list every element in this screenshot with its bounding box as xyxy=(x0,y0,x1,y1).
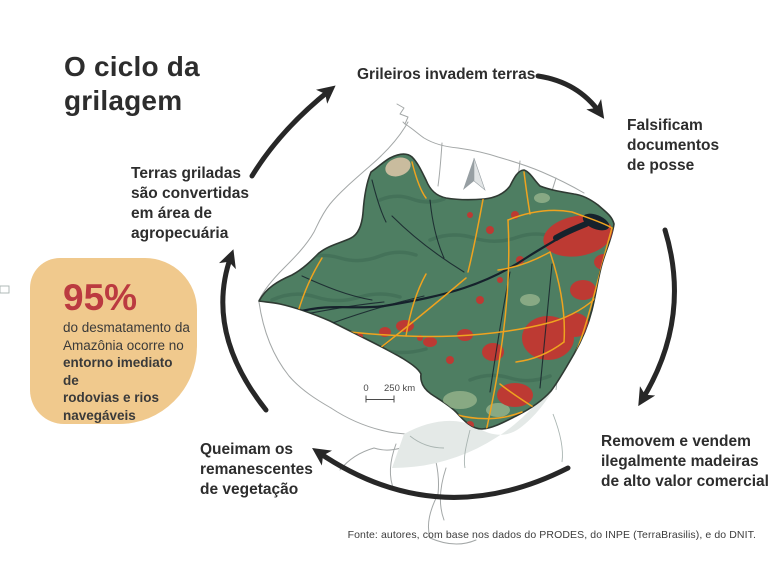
stat-desc-bold: entorno imediato de rodovias e rios nave… xyxy=(63,355,173,423)
scale-bar: 0 250 km xyxy=(363,383,415,403)
cycle-arrow-1 xyxy=(249,85,336,179)
stat-desc-regular: do desmatamento da Amazônia ocorre no xyxy=(63,320,190,353)
scale-distance-label: 250 km xyxy=(384,383,415,394)
stat-card: 95% do desmatamento da Amazônia ocorre n… xyxy=(30,258,197,424)
map-legal-amazon xyxy=(258,153,615,430)
cycle-step-invade-label: Grileiros invadem terras xyxy=(357,66,536,83)
cycle-arrow-2 xyxy=(535,73,605,119)
map-forest-texture xyxy=(270,194,556,383)
cycle-step-falsify-label: Falsificam documentos de posse xyxy=(627,117,720,175)
cycle-step-convert-label: Terras griladas são convertidas em área … xyxy=(131,165,250,243)
cycle-arrow-4 xyxy=(312,447,571,500)
map-deforestation xyxy=(268,211,614,429)
scale-zero-label: 0 xyxy=(363,383,368,394)
cycle-arrows xyxy=(218,73,677,500)
stat-value: 95% xyxy=(63,277,138,318)
cycle-step-logging-label: Removem e vendem ilegalmente madeiras de… xyxy=(601,433,769,491)
page-title: O ciclo da grilagem xyxy=(64,51,200,116)
cycle-arrow-5 xyxy=(218,249,269,413)
stat-desc: do desmatamento da Amazônia ocorre no en… xyxy=(63,319,191,424)
cycle-arrow-3 xyxy=(638,227,677,407)
source-text: Fonte: autores, com base nos dados do PR… xyxy=(347,529,756,541)
cycle-step-burn-label: Queimam os remanescentes de vegetação xyxy=(200,441,313,499)
north-arrow-icon xyxy=(463,157,486,191)
